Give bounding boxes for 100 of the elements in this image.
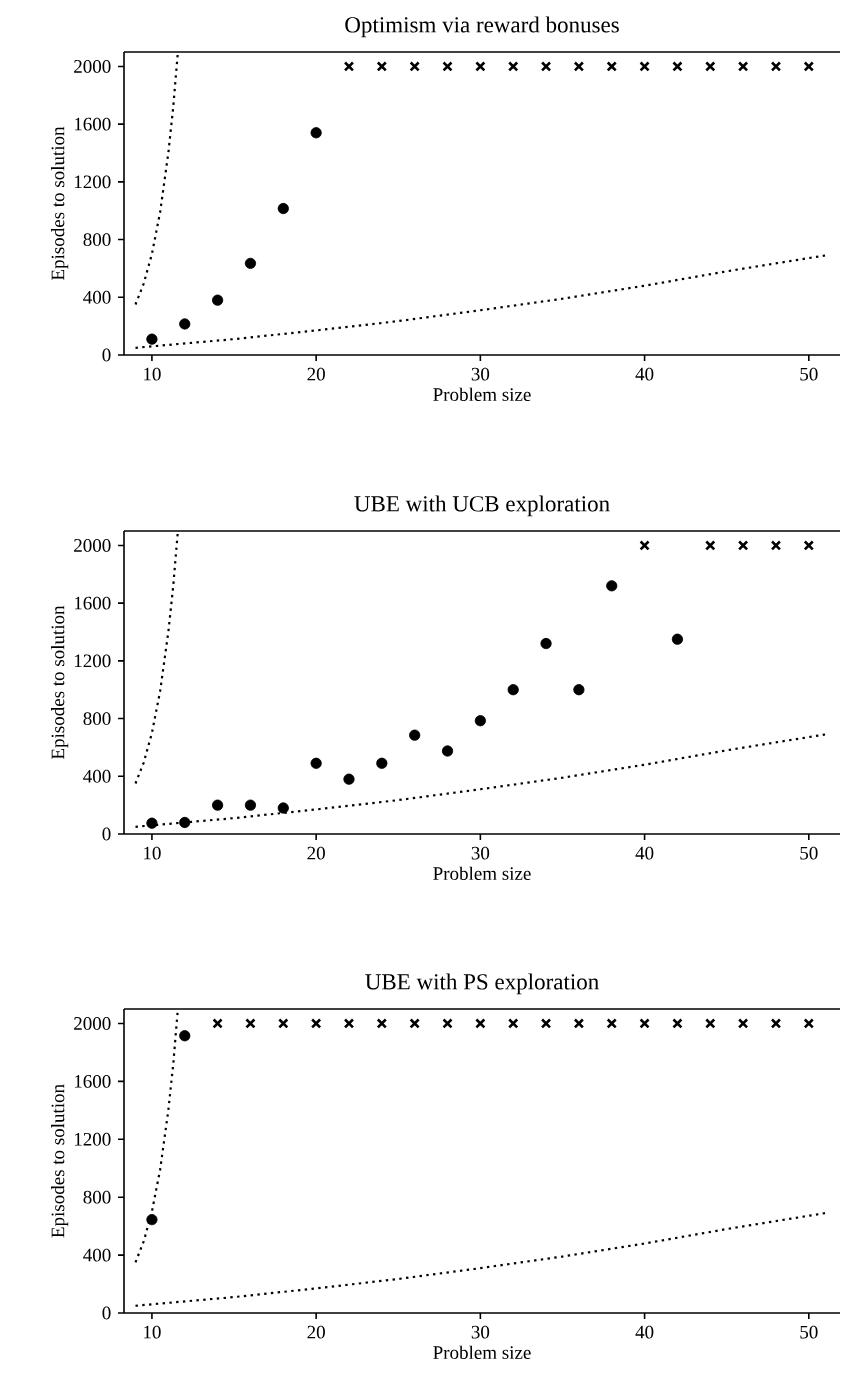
point: [540, 637, 552, 650]
chart-title: Optimism via reward bonuses: [345, 16, 619, 38]
line-series: [134, 52, 179, 306]
x-tick-label: 10: [144, 1325, 161, 1339]
point: [507, 684, 519, 696]
point: [803, 1018, 815, 1029]
point: [277, 202, 289, 215]
y-tick-label: 1600: [74, 1074, 111, 1088]
y-tick-label: 800: [83, 1190, 111, 1204]
x-tick-label: 40: [635, 1325, 654, 1339]
point: [639, 61, 650, 72]
y-tick-label: 2000: [74, 60, 111, 73]
x-tick-label: 30: [471, 1325, 490, 1339]
point: [606, 61, 617, 72]
chart-title: UBE with PS exploration: [365, 973, 599, 995]
y-tick-label: 2000: [74, 539, 111, 552]
x-tick-label: 30: [471, 367, 490, 381]
y-axis-title: Episodes to solution: [50, 605, 69, 760]
x-tick-label: 50: [800, 846, 818, 860]
x-axis-title: Problem size: [433, 387, 531, 401]
point: [475, 1018, 486, 1029]
x-tick-label: 50: [800, 1325, 818, 1339]
x-tick-label: 20: [307, 1325, 325, 1339]
point: [737, 540, 749, 551]
point: [737, 1018, 749, 1029]
point: [672, 61, 683, 72]
y-tick-label: 400: [83, 769, 111, 783]
point: [245, 1018, 256, 1029]
y-tick-label: 0: [102, 827, 111, 841]
point: [409, 61, 420, 72]
x-tick-label: 50: [800, 367, 818, 381]
y-tick-label: 1200: [74, 175, 111, 189]
point: [179, 318, 191, 330]
point: [573, 684, 585, 696]
point: [278, 1018, 289, 1029]
y-tick-label: 0: [102, 1306, 111, 1320]
y-tick-label: 1600: [74, 117, 111, 131]
point: [639, 1018, 650, 1029]
point: [146, 1214, 158, 1226]
x-tick-label: 20: [307, 367, 325, 381]
point: [770, 540, 782, 551]
x-tick-label: 30: [471, 846, 490, 860]
y-tick-label: 400: [83, 1248, 111, 1262]
y-axis-title: Episodes to solution: [50, 126, 69, 281]
y-axis-title: Episodes to solution: [50, 1084, 69, 1238]
point: [803, 540, 815, 551]
point: [705, 1018, 716, 1029]
point: [244, 799, 257, 811]
point: [803, 61, 815, 72]
point: [442, 1018, 453, 1029]
point: [343, 61, 355, 72]
x-tick-label: 40: [635, 367, 654, 381]
y-tick-label: 800: [83, 233, 111, 246]
point: [146, 817, 158, 829]
point: [705, 540, 716, 551]
point: [244, 257, 257, 269]
point: [672, 1018, 683, 1029]
y-tick-label: 1200: [74, 654, 111, 668]
point: [409, 729, 421, 741]
chart-title: UBE with UCB exploration: [354, 495, 610, 517]
x-axis-title: Problem size: [433, 866, 531, 880]
point: [212, 1018, 223, 1029]
point: [212, 799, 224, 811]
point: [343, 773, 355, 785]
y-tick-label: 2000: [74, 1017, 111, 1030]
point: [212, 294, 224, 306]
point: [442, 61, 453, 72]
y-tick-label: 0: [102, 348, 111, 362]
point: [770, 61, 782, 72]
line-series: [134, 531, 179, 785]
point: [376, 61, 388, 72]
line-series: [134, 733, 827, 828]
point: [639, 540, 650, 551]
line-series: [134, 1212, 827, 1307]
point: [540, 1018, 552, 1029]
x-axis-title: Problem size: [433, 1345, 531, 1359]
point: [474, 715, 486, 727]
point: [507, 61, 519, 72]
x-tick-label: 10: [144, 846, 161, 860]
point: [770, 1018, 782, 1029]
point: [277, 802, 289, 814]
point: [705, 61, 716, 72]
y-tick-label: 400: [83, 290, 111, 304]
point: [737, 61, 749, 72]
y-tick-label: 1600: [74, 596, 111, 610]
x-tick-label: 10: [144, 367, 161, 381]
point: [179, 1030, 191, 1042]
y-tick-label: 1200: [74, 1132, 111, 1146]
y-tick-label: 800: [83, 712, 111, 725]
point: [409, 1018, 420, 1029]
point: [376, 757, 388, 769]
point: [441, 745, 454, 757]
point: [475, 61, 486, 72]
point: [376, 1018, 388, 1029]
point: [573, 61, 585, 72]
point: [146, 333, 158, 345]
point: [671, 633, 684, 645]
x-tick-label: 40: [635, 846, 654, 860]
point: [310, 127, 322, 139]
point: [507, 1018, 519, 1029]
